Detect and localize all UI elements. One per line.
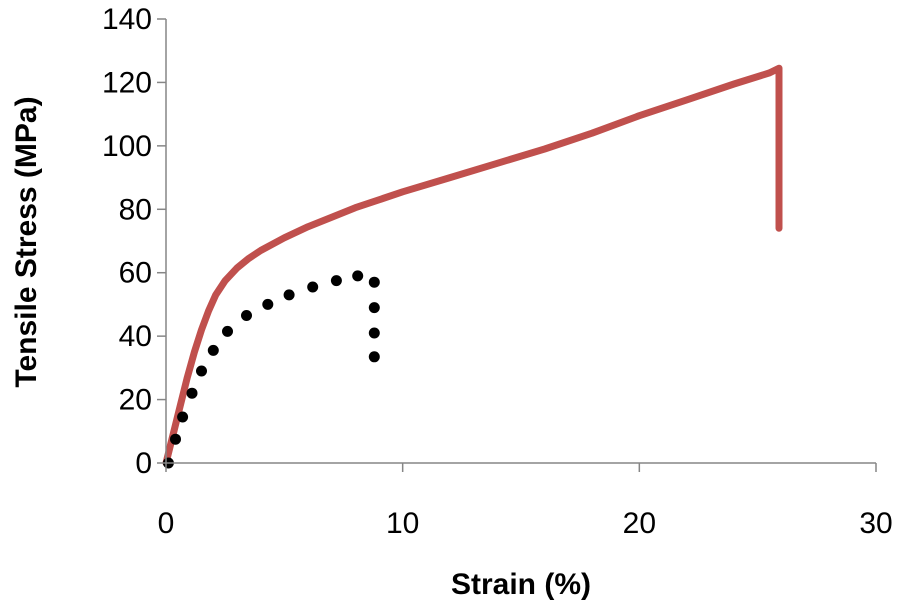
- y-tick-label: 20: [119, 384, 152, 417]
- data-point: [307, 281, 319, 293]
- data-point: [283, 289, 295, 301]
- data-point: [207, 344, 219, 356]
- series-line-solid: [162, 64, 783, 467]
- y-tick-label: 100: [102, 130, 152, 163]
- data-point: [330, 275, 342, 287]
- data-point: [368, 276, 380, 288]
- data-point: [352, 270, 364, 282]
- axes: [157, 18, 877, 472]
- data-point: [241, 310, 252, 321]
- tick-labels: 0 20 40 60 80 100 120 140 0 10 20 30: [102, 3, 893, 540]
- data-point: [262, 298, 274, 310]
- x-tick-label: 10: [386, 507, 419, 540]
- y-tick-label: 140: [102, 3, 152, 36]
- data-point: [368, 351, 380, 363]
- data-point: [222, 325, 233, 337]
- y-tick-label: 80: [119, 193, 152, 226]
- y-tick-label: 60: [119, 257, 152, 290]
- data-point: [368, 302, 380, 314]
- x-tick-label: 20: [623, 507, 656, 540]
- data-point: [186, 387, 198, 399]
- data-point: [177, 411, 189, 423]
- x-axis-title: Strain (%): [451, 568, 591, 601]
- x-tick-label: 0: [158, 507, 175, 540]
- plot-area: [162, 64, 783, 469]
- data-point: [196, 365, 207, 377]
- series-dotted: [162, 270, 380, 469]
- y-tick-label: 120: [102, 66, 152, 99]
- x-tick-label: 30: [859, 507, 892, 540]
- data-point: [368, 327, 380, 339]
- y-tick-label: 40: [119, 320, 152, 353]
- data-point: [170, 433, 181, 445]
- y-tick-label: 0: [135, 447, 152, 480]
- y-axis-title: Tensile Stress (MPa): [10, 96, 43, 387]
